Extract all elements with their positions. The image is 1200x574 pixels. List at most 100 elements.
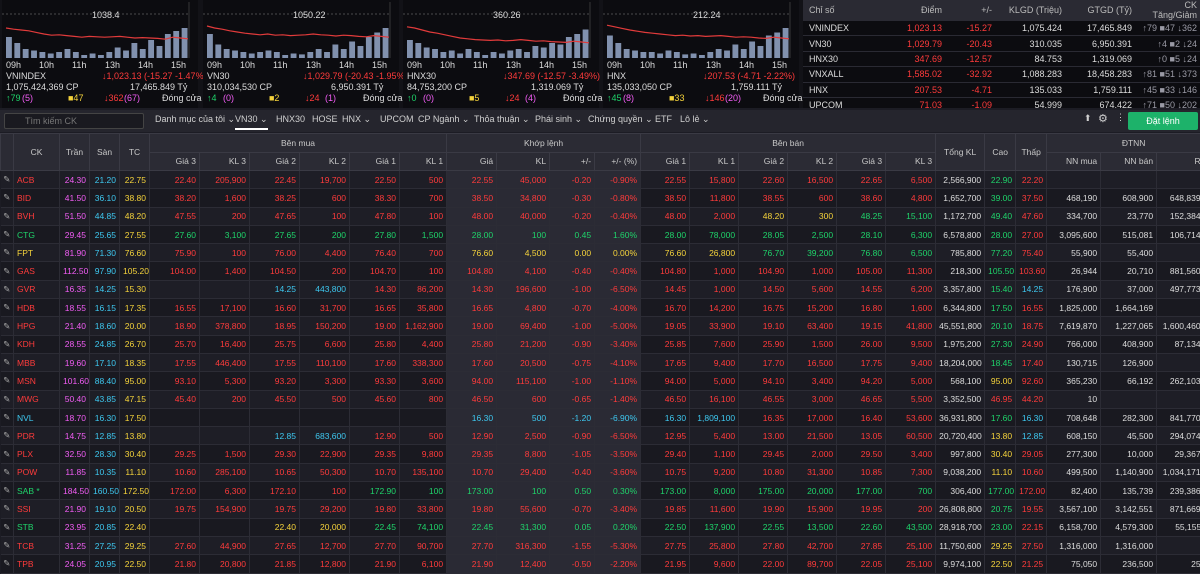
symbol-cell[interactable]: MBB: [14, 353, 60, 371]
pin-icon[interactable]: ✎: [1, 171, 14, 189]
symbol-cell[interactable]: MWG: [14, 390, 60, 408]
symbol-cell[interactable]: BVH: [14, 207, 60, 225]
pin-icon[interactable]: ✎: [1, 353, 14, 371]
more-icon[interactable]: ⋮: [1116, 112, 1125, 123]
tab-9[interactable]: Chứng quyền ⌄: [588, 114, 653, 125]
volume-bar: [23, 49, 29, 58]
pin-icon[interactable]: ✎: [1, 207, 14, 225]
symbol-cell[interactable]: BID: [14, 189, 60, 207]
pin-icon[interactable]: ✎: [1, 463, 14, 481]
ceiling-cell: 51.50: [60, 207, 90, 225]
symbol-cell[interactable]: GAS: [14, 262, 60, 280]
summary-header: CK Tăng/Giảm: [1135, 0, 1200, 21]
symbol-cell[interactable]: PDR: [14, 427, 60, 445]
pin-icon[interactable]: ✎: [1, 445, 14, 463]
total-volume-cell: 26,808,800: [936, 500, 985, 518]
pin-icon[interactable]: ✎: [1, 262, 14, 280]
pin-icon[interactable]: ✎: [1, 500, 14, 518]
pin-icon[interactable]: ✎: [1, 518, 14, 536]
tab-1[interactable]: VN30 ⌄: [235, 114, 268, 130]
pin-icon[interactable]: ✎: [1, 372, 14, 390]
symbol-cell[interactable]: STB: [14, 518, 60, 536]
tab-4[interactable]: HNX ⌄: [342, 114, 371, 125]
tab-6[interactable]: CP Ngành ⌄: [418, 114, 469, 125]
pin-icon[interactable]: ✎: [1, 189, 14, 207]
pin-icon[interactable]: ✎: [1, 225, 14, 243]
pin-icon[interactable]: ✎: [1, 280, 14, 298]
summary-cell: 207.53: [875, 82, 945, 97]
arrow-up-icon[interactable]: ⬆: [1084, 113, 1092, 124]
symbol-cell[interactable]: NVL: [14, 408, 60, 426]
pin-icon[interactable]: ✎: [1, 335, 14, 353]
pin-icon[interactable]: ✎: [1, 299, 14, 317]
symbol-cell[interactable]: ACB: [14, 171, 60, 189]
gear-icon[interactable]: ⚙: [1098, 112, 1108, 125]
pin-icon[interactable]: ✎: [1, 317, 14, 335]
tab-2[interactable]: HNX30: [276, 114, 305, 124]
ask2-price-cell: 27.80: [739, 536, 788, 554]
symbol-cell[interactable]: GVR: [14, 280, 60, 298]
pin-icon[interactable]: ✎: [1, 244, 14, 262]
symbol-cell[interactable]: KDH: [14, 335, 60, 353]
pin-icon[interactable]: ✎: [1, 390, 14, 408]
symbol-cell[interactable]: HDB: [14, 299, 60, 317]
pin-icon[interactable]: ✎: [1, 536, 14, 554]
symbol-cell[interactable]: HPG: [14, 317, 60, 335]
pin-icon[interactable]: ✎: [1, 427, 14, 445]
symbol-cell[interactable]: SAB *: [14, 482, 60, 500]
symbol-cell[interactable]: FPT: [14, 244, 60, 262]
symbol-cell[interactable]: CTG: [14, 225, 60, 243]
symbol-cell[interactable]: PLX: [14, 445, 60, 463]
tab-5[interactable]: UPCOM: [380, 114, 414, 124]
symbol-cell[interactable]: MSN: [14, 372, 60, 390]
tab-3[interactable]: HOSE: [312, 114, 338, 124]
tab-7[interactable]: Thỏa thuận ⌄: [474, 114, 530, 125]
foreign-sell-cell: 515,081: [1101, 225, 1157, 243]
pin-icon[interactable]: ✎: [1, 555, 14, 573]
place-order-button[interactable]: Đặt lệnh: [1128, 112, 1198, 130]
symbol-cell[interactable]: POW: [14, 463, 60, 481]
ask1-vol-cell: 1,000: [690, 280, 739, 298]
symbol-cell[interactable]: TPB: [14, 555, 60, 573]
symbol-cell[interactable]: TCB: [14, 536, 60, 554]
symbol-cell[interactable]: SSI: [14, 500, 60, 518]
pin-icon[interactable]: ✎: [1, 482, 14, 500]
tab-0[interactable]: Danh mục của tôi ⌄: [155, 114, 235, 125]
tab-10[interactable]: ETF: [655, 114, 672, 124]
pin-icon[interactable]: ✎: [1, 408, 14, 426]
tab-11[interactable]: Lô lẻ ⌄: [680, 114, 710, 125]
tab-8[interactable]: Phái sinh ⌄: [535, 114, 582, 125]
search-input[interactable]: [4, 113, 144, 129]
